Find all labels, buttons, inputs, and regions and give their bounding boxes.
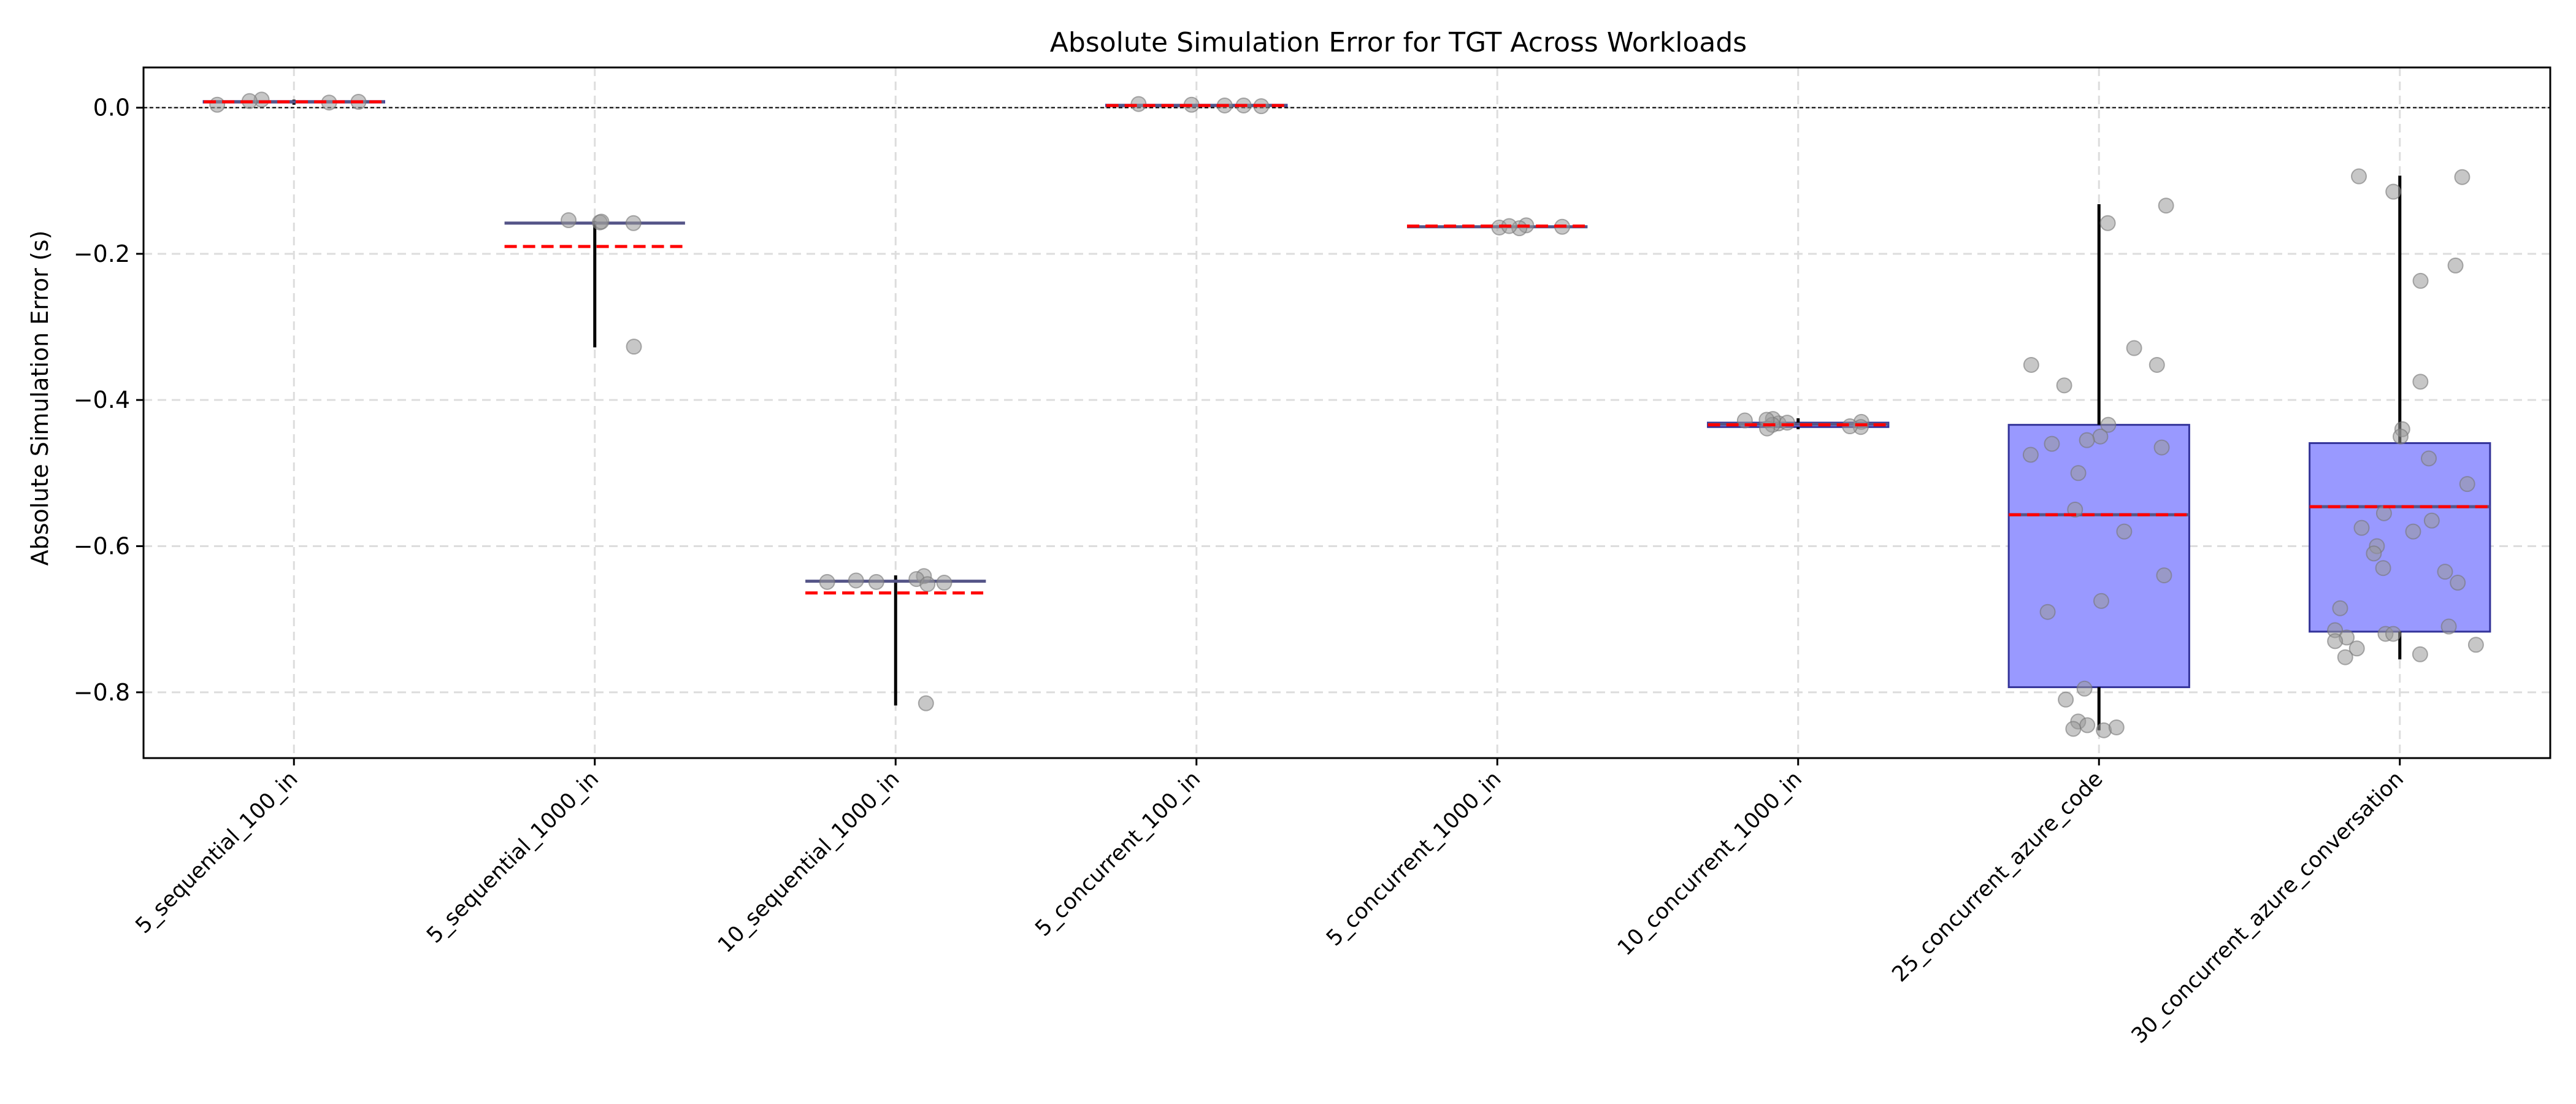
data-point [2467, 637, 2484, 653]
data-point [2332, 600, 2348, 616]
y-tick-label: −0.2 [74, 240, 130, 267]
data-point [2092, 428, 2109, 445]
data-point [2149, 356, 2165, 373]
data-point [2454, 169, 2471, 185]
data-point [2056, 377, 2072, 394]
data-point [2116, 523, 2133, 540]
box [2007, 424, 2190, 688]
data-point [2412, 272, 2429, 289]
y-axis-label: Absolute Simulation Error (s) [26, 231, 53, 566]
data-point [2348, 640, 2365, 657]
data-point [848, 572, 864, 589]
data-point [2447, 257, 2464, 274]
data-point [2044, 435, 2060, 452]
data-point [2023, 356, 2039, 373]
data-point [2353, 519, 2370, 536]
data-point [2093, 592, 2109, 609]
data-point [2375, 560, 2391, 577]
data-point [2022, 447, 2039, 463]
data-point [2337, 649, 2353, 665]
data-point [2440, 618, 2457, 635]
data-point [2392, 428, 2409, 445]
box-group [1707, 411, 1890, 437]
data-point [2070, 465, 2087, 481]
data-point [919, 576, 936, 592]
data-point [2156, 567, 2172, 584]
y-tick-label: 0.0 [93, 94, 130, 121]
data-point [209, 96, 226, 113]
box-group [1105, 96, 1288, 115]
data-point [2153, 439, 2170, 456]
data-point [868, 573, 884, 590]
data-point [2450, 575, 2466, 591]
box-group [1407, 217, 1588, 237]
data-point [2437, 564, 2453, 580]
data-point [2412, 374, 2429, 390]
data-point [918, 695, 934, 711]
data-point [2076, 680, 2093, 697]
data-point [2079, 717, 2096, 734]
y-tick-label: −0.4 [74, 386, 130, 413]
data-point [2327, 633, 2344, 650]
data-point [561, 212, 577, 229]
data-point [626, 339, 642, 355]
data-point [2058, 691, 2074, 708]
data-point [2385, 183, 2402, 200]
data-point [2126, 340, 2142, 356]
y-tick-label: −0.8 [74, 679, 130, 706]
data-point [2079, 432, 2095, 448]
data-point [2099, 215, 2116, 231]
marks-layer [144, 91, 2550, 738]
y-tick-label: −0.6 [74, 532, 130, 559]
data-point [593, 213, 610, 230]
data-point [2385, 626, 2402, 642]
data-point [2158, 197, 2174, 214]
data-point [2108, 719, 2125, 735]
box-group [2007, 197, 2190, 738]
data-point [2405, 523, 2421, 540]
data-point [2039, 604, 2056, 620]
box-group [805, 568, 986, 711]
data-point [1779, 415, 1795, 431]
box-group [2309, 168, 2491, 665]
data-point [2423, 512, 2440, 529]
data-point [2065, 721, 2082, 737]
box-group [202, 91, 385, 113]
plot-frame [142, 66, 2551, 759]
data-point [2366, 545, 2382, 562]
data-point [2459, 476, 2475, 493]
data-point [936, 575, 953, 591]
box-group [504, 212, 685, 355]
data-point [2351, 168, 2367, 185]
data-point [2421, 450, 2437, 467]
chart-title: Absolute Simulation Error for TGT Across… [1050, 27, 1747, 58]
data-point [819, 573, 835, 590]
data-point [2100, 416, 2117, 433]
data-point [625, 215, 642, 231]
data-point [2412, 646, 2428, 662]
